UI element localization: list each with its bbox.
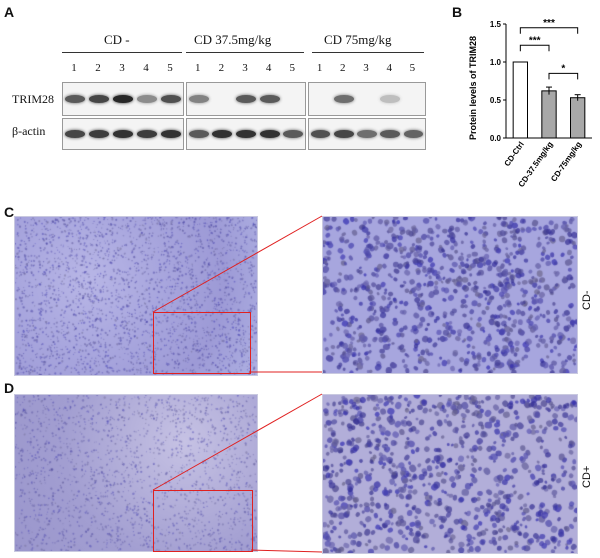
blot-band bbox=[333, 130, 354, 138]
y-tick-label: 0.0 bbox=[490, 134, 502, 143]
blot-band bbox=[88, 130, 110, 138]
lane-number: 1 bbox=[316, 62, 323, 74]
blot-band bbox=[64, 130, 86, 138]
significance-bracket bbox=[519, 44, 550, 52]
connector-d-top bbox=[152, 393, 323, 491]
blot-band bbox=[88, 95, 110, 103]
actin-blot-cd-75 bbox=[308, 118, 426, 150]
blot-band bbox=[259, 95, 280, 103]
actin-row-label: β-actin bbox=[12, 124, 46, 138]
blot-band bbox=[380, 95, 401, 103]
blot-band bbox=[259, 130, 280, 138]
y-axis-label: Protein levels of TRIM28 bbox=[468, 36, 478, 140]
lane-number: 4 bbox=[143, 62, 149, 74]
trim28-blot-cd-neg bbox=[62, 82, 184, 116]
trim28-blot-cd-75 bbox=[308, 82, 426, 116]
blot-band bbox=[160, 130, 182, 138]
histology-d-overview bbox=[14, 394, 258, 552]
lane-number: 5 bbox=[167, 62, 173, 74]
group-label-cd-neg: CD - bbox=[104, 32, 130, 47]
blot-band bbox=[136, 130, 158, 138]
panel-b-label: B bbox=[452, 4, 463, 20]
histology-d-zoom-texture bbox=[323, 395, 577, 553]
blot-band bbox=[212, 130, 233, 138]
trim28-blot-cd-37 bbox=[186, 82, 306, 116]
blot-band bbox=[235, 95, 257, 103]
trim28-row-label: TRIM28 bbox=[12, 92, 54, 106]
zoom-box-c bbox=[153, 312, 251, 374]
lane-number: 2 bbox=[218, 62, 225, 74]
blot-band bbox=[310, 130, 331, 138]
lane-number: 1 bbox=[71, 62, 77, 74]
histology-d-zoom bbox=[322, 394, 578, 554]
blot-band bbox=[64, 95, 86, 103]
histology-c-zoom-texture bbox=[323, 217, 577, 373]
significance-bracket bbox=[548, 72, 579, 80]
blot-band bbox=[235, 130, 257, 138]
lane-number: 4 bbox=[386, 62, 392, 74]
blot-band bbox=[188, 130, 209, 138]
lane-number: 2 bbox=[95, 62, 101, 74]
lane-number: 3 bbox=[242, 62, 248, 74]
significance-label: *** bbox=[543, 18, 555, 29]
blot-band bbox=[357, 130, 377, 138]
blot-band bbox=[380, 130, 401, 138]
y-tick-label: 1.0 bbox=[490, 58, 502, 67]
trim28-bar-chart: Protein levels of TRIM28 0.00.51.01.5CD-… bbox=[468, 18, 592, 189]
significance-bracket bbox=[519, 27, 579, 34]
panel-c-label: C bbox=[4, 204, 15, 220]
significance-label: *** bbox=[529, 35, 541, 46]
histology-d-overview-texture bbox=[15, 395, 257, 551]
blot-band bbox=[112, 130, 134, 138]
lane-number: 2 bbox=[340, 62, 346, 74]
blot-band bbox=[160, 95, 182, 103]
zoom-box-d bbox=[153, 490, 253, 552]
group-underline-1 bbox=[62, 52, 182, 53]
actin-blot-cd-37 bbox=[186, 118, 306, 150]
histology-c-overview-texture bbox=[15, 217, 257, 375]
blot-band bbox=[188, 95, 209, 103]
panel-a-label: A bbox=[4, 4, 15, 20]
lane-number: 3 bbox=[363, 62, 369, 74]
lane-number: 3 bbox=[119, 62, 125, 74]
group-underline-3 bbox=[312, 52, 424, 53]
significance-label: * bbox=[561, 63, 565, 74]
blot-band bbox=[283, 130, 304, 138]
y-tick-label: 0.5 bbox=[490, 96, 502, 105]
lane-number: 5 bbox=[409, 62, 416, 74]
histology-c-zoom bbox=[322, 216, 578, 374]
blot-band bbox=[403, 130, 424, 138]
lane-number: 5 bbox=[289, 62, 295, 74]
connector-d-bottom bbox=[250, 549, 323, 553]
lane-number: 4 bbox=[265, 62, 272, 74]
panel-d-label: D bbox=[4, 380, 15, 396]
group-underline-2 bbox=[186, 52, 304, 53]
bar-0 bbox=[512, 61, 529, 139]
histology-c-overview bbox=[14, 216, 258, 376]
group-label-cd-75: CD 75mg/kg bbox=[324, 32, 392, 47]
actin-blot-cd-neg bbox=[62, 118, 184, 150]
group-label-cd-37: CD 37.5mg/kg bbox=[194, 32, 272, 47]
y-tick-label: 1.5 bbox=[490, 20, 502, 29]
lane-number: 1 bbox=[195, 62, 201, 74]
blot-band bbox=[112, 95, 134, 103]
blot-band bbox=[333, 95, 354, 103]
connector-c-top bbox=[152, 215, 323, 313]
blot-band bbox=[136, 95, 158, 103]
